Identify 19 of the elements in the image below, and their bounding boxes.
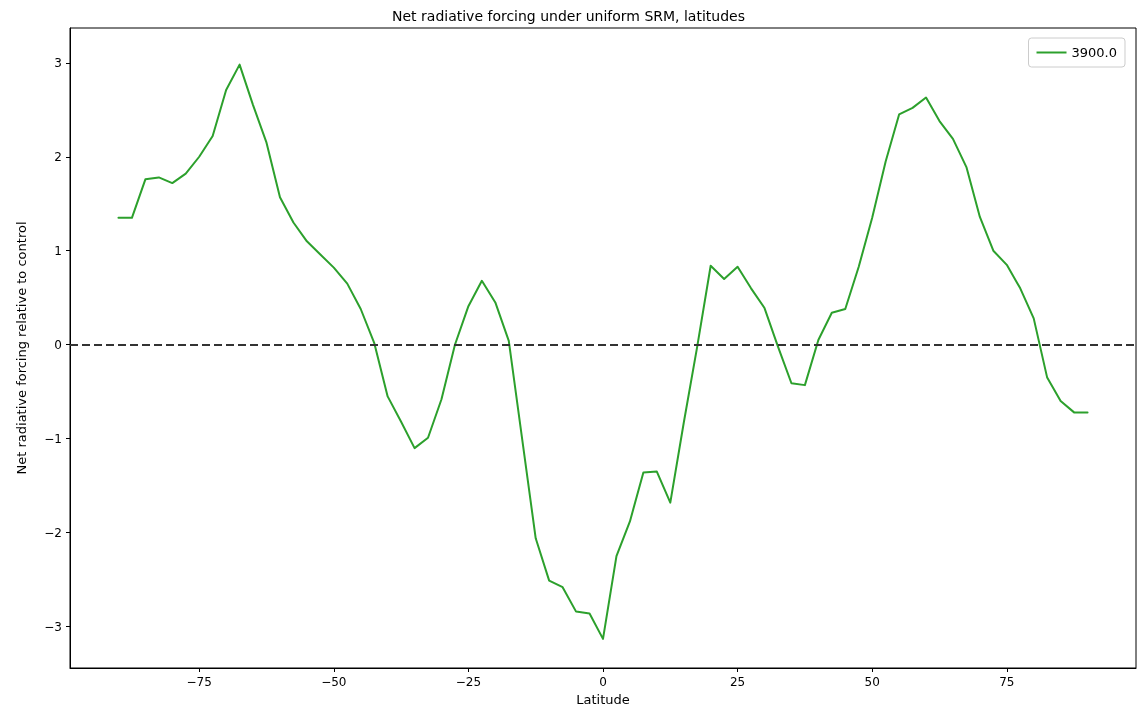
x-tick-label: −25 xyxy=(455,675,482,689)
x-tick-label: 75 xyxy=(999,675,1015,689)
x-tick-label: 0 xyxy=(599,675,607,689)
x-tick-label: 50 xyxy=(864,675,880,689)
y-tick-label: −3 xyxy=(44,619,62,634)
y-tick-label: 3 xyxy=(54,55,62,70)
y-tick-label: 0 xyxy=(54,337,62,352)
y-tick-label: −1 xyxy=(44,431,62,446)
y-tick-label: 1 xyxy=(54,243,62,258)
legend-label: 3900.0 xyxy=(1071,45,1118,60)
x-tick-label: 25 xyxy=(729,675,746,689)
y-axis-title: Net radiative forcing relative to control xyxy=(14,221,29,475)
x-tick-label: −75 xyxy=(186,675,212,689)
x-tick-label: −50 xyxy=(321,675,347,689)
y-tick-label: −2 xyxy=(44,525,62,540)
line-series xyxy=(117,63,1089,640)
chart-title: Net radiative forcing under uniform SRM, latitudes xyxy=(392,8,745,24)
x-axis-title: Latitude xyxy=(576,691,630,707)
y-tick-label: 2 xyxy=(54,149,62,164)
